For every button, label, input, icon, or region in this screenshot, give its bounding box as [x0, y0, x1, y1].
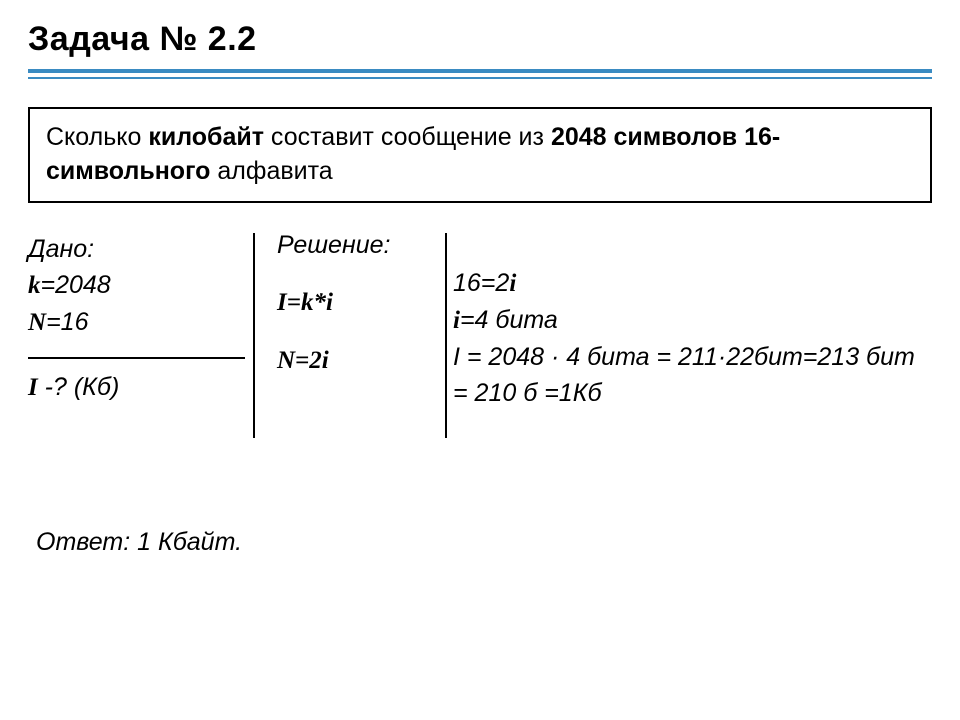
solution-area: Дано: k=2048 N=16 I -? (Кб) Решение: I=k… [28, 227, 932, 438]
formula-2: N=2i [277, 343, 427, 379]
calculation-column: 16=2i i=4 бита I = 2048 · 4 бита = 211·2… [447, 227, 932, 412]
given-label: Дано: [28, 231, 245, 267]
problem-statement: Сколько килобайт составит сообщение из 2… [28, 107, 932, 203]
solution-label: Решение: [277, 227, 427, 263]
var-k: k [28, 272, 41, 299]
given-line-1: k=2048 [28, 267, 245, 304]
problem-bold-1: килобайт [148, 123, 264, 151]
page-title: Задача № 2.2 [28, 20, 932, 59]
title-rule [28, 69, 932, 79]
problem-text: Сколько [46, 123, 148, 151]
calc-line-3: I = 2048 · 4 бита = 211·22бит=213 бит = … [453, 339, 932, 412]
find-text: -? (Кб) [38, 373, 120, 401]
calc-text: 16=2 [453, 269, 509, 297]
answer-line: Ответ: 1 Кбайт. [28, 528, 932, 557]
val-k: =2048 [41, 271, 111, 299]
calc-text: =4 бита [460, 306, 558, 334]
var-i-small: i [453, 307, 460, 334]
problem-text: алфавита [210, 157, 332, 185]
given-block: Дано: k=2048 N=16 [28, 231, 245, 350]
given-line-2: N=16 [28, 304, 245, 341]
formula-1: I=k*i [277, 285, 427, 321]
val-n: =16 [46, 308, 88, 336]
given-column: Дано: k=2048 N=16 I -? (Кб) [28, 227, 253, 415]
var-i: I [28, 374, 38, 401]
formula-column: Решение: I=k*i N=2i [255, 227, 445, 402]
calc-line-2: i=4 бита [453, 302, 932, 339]
var-n: N [28, 309, 46, 336]
problem-text: составит сообщение из [264, 123, 551, 151]
given-separator [28, 357, 245, 359]
find-line: I -? (Кб) [28, 369, 245, 406]
calc-line-1: 16=2i [453, 265, 932, 302]
var-i-small: i [509, 270, 516, 297]
